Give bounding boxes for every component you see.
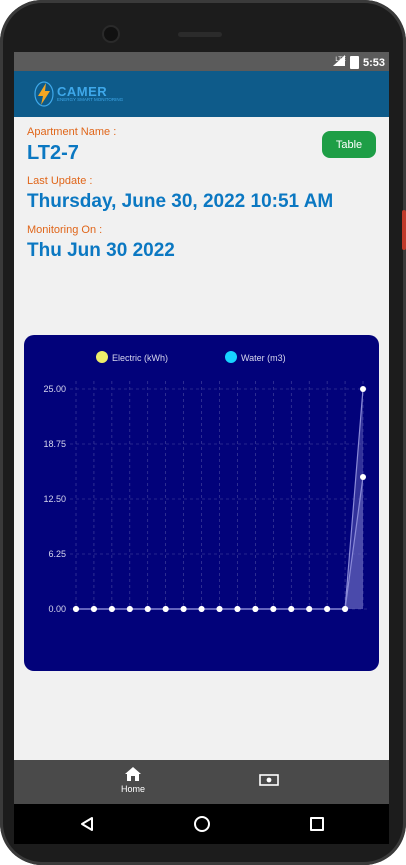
data-point — [360, 386, 366, 392]
data-point — [216, 606, 223, 612]
table-button[interactable]: Table — [322, 131, 376, 158]
screen: LTE 5:53 CAMER ENERGY SMART MONITORING A… — [14, 52, 389, 804]
data-point — [270, 606, 277, 612]
status-time: 5:53 — [362, 56, 385, 69]
earpiece-speaker — [178, 32, 222, 37]
status-bar: LTE 5:53 — [14, 52, 389, 71]
data-point — [108, 606, 115, 612]
battery-icon — [349, 56, 359, 69]
front-camera — [104, 27, 118, 41]
data-point — [162, 606, 169, 612]
apartment-name-label: Apartment Name : — [27, 126, 117, 138]
data-point — [306, 606, 313, 612]
data-point — [288, 606, 295, 612]
y-tick-label: 6.25 — [48, 549, 66, 559]
home-icon — [125, 767, 141, 781]
legend-marker — [225, 351, 237, 363]
network-type: LTE — [335, 56, 346, 63]
money-icon — [259, 774, 279, 786]
app-bar: CAMER ENERGY SMART MONITORING — [14, 71, 389, 117]
data-point — [73, 606, 79, 612]
logo-text: CAMER — [57, 84, 108, 100]
signal-icon — [333, 55, 346, 70]
apartment-name-value: LT2-7 — [27, 142, 79, 164]
system-navigation-bar — [14, 804, 389, 844]
lightning-logo-icon — [34, 81, 54, 107]
home-circle-icon[interactable] — [194, 816, 210, 832]
monitoring-on-label: Monitoring On : — [27, 224, 103, 236]
data-point — [252, 606, 259, 612]
app-logo: CAMER ENERGY SMART MONITORING — [34, 81, 123, 107]
data-point — [126, 606, 133, 612]
data-point — [342, 606, 349, 612]
y-tick-label: 25.00 — [43, 384, 66, 394]
nav-home-label: Home — [120, 784, 145, 794]
logo-subtext: ENERGY SMART MONITORING — [57, 97, 124, 103]
y-tick-label: 0.00 — [48, 604, 66, 614]
y-tick-label: 12.50 — [43, 494, 66, 504]
legend-label: Electric (kWh) — [112, 353, 168, 363]
back-icon[interactable] — [80, 816, 94, 837]
nav-billing[interactable] — [259, 773, 279, 791]
side-button[interactable] — [402, 210, 406, 250]
data-point — [180, 606, 187, 612]
data-point — [90, 606, 97, 612]
legend-marker — [96, 351, 108, 363]
data-point — [144, 606, 151, 612]
nav-home[interactable]: Home — [117, 766, 149, 794]
recent-apps-icon[interactable] — [310, 817, 324, 831]
usage-chart: 25.00 18.75 12.50 6.25 0.00 Electric (kWh) Wat… — [24, 335, 379, 671]
monitoring-on-value: Thu Jun 30 2022 — [27, 240, 175, 261]
chart-svg: 25.00 18.75 12.50 6.25 0.00 Electric (kWh) Wat… — [43, 351, 369, 614]
data-point — [324, 606, 331, 612]
bottom-navigation: Home — [14, 760, 389, 804]
last-update-value: Thursday, June 30, 2022 10:51 AM — [27, 191, 334, 212]
y-tick-label: 18.75 — [43, 439, 66, 449]
legend-label: Water (m3) — [241, 353, 286, 363]
data-point — [360, 474, 366, 480]
last-update-label: Last Update : — [27, 175, 93, 187]
data-point — [198, 606, 205, 612]
data-point — [234, 606, 241, 612]
